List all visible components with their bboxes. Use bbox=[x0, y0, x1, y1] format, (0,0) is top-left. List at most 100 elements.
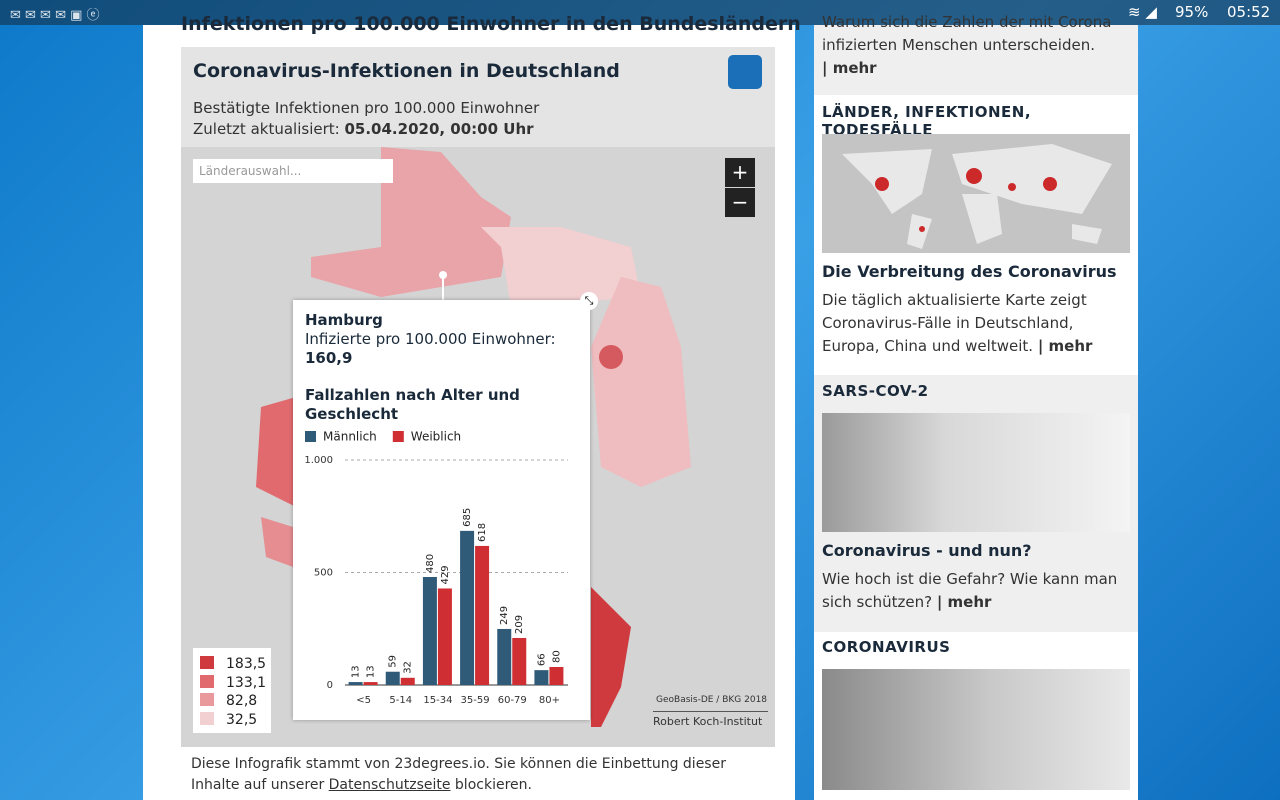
legend-swatch bbox=[392, 431, 404, 442]
pointer-dot bbox=[439, 271, 447, 279]
teaser-text: Warum sich die Zahlen der mit Corona inf… bbox=[822, 11, 1132, 80]
bar bbox=[348, 682, 363, 685]
search-input[interactable]: Länderauswahl... bbox=[193, 159, 393, 183]
value-label: 32 bbox=[403, 661, 414, 674]
legend-swatch bbox=[200, 674, 214, 688]
value-label: 80 bbox=[551, 650, 562, 663]
bar bbox=[385, 671, 400, 685]
bar bbox=[497, 628, 512, 685]
infographic-title: Coronavirus-Infektionen in Deutschland bbox=[193, 60, 620, 82]
legend-entry: 183,5 bbox=[200, 656, 266, 672]
status-bar: ✉ ✉ ✉ ✉ ▣ ⓔ ≋ ◢ 95% 05:52 bbox=[0, 0, 1280, 25]
zoom-in[interactable]: + bbox=[725, 158, 755, 187]
value-label: 429 bbox=[440, 565, 451, 584]
x-tick-label: 35-59 bbox=[461, 695, 490, 706]
legend-entry: 133,1 bbox=[200, 674, 267, 691]
x-tick-label: <5 bbox=[356, 695, 371, 706]
popup-chart-title: Fallzahlen nach Alter und Geschlecht bbox=[305, 386, 520, 423]
legend-label: Weiblich bbox=[411, 430, 461, 444]
updated: Zuletzt aktualisiert: 05.04.2020, 00:00 … bbox=[193, 120, 534, 138]
chart: 0 500 1.000 Männlich Weiblich <5 13 13 5-14 59 32 1… bbox=[304, 430, 568, 706]
legend-label: 32,5 bbox=[226, 711, 258, 728]
teaser-title[interactable]: Die Verbreitung des Coronavirus bbox=[822, 262, 1117, 281]
section-heading: SARS-COV-2 bbox=[822, 382, 929, 400]
clock: 05:52 bbox=[1227, 3, 1271, 21]
value-label: 685 bbox=[462, 508, 473, 527]
legend-label: 133,1 bbox=[226, 674, 267, 691]
value-label: 480 bbox=[425, 554, 436, 573]
region bbox=[591, 587, 631, 727]
caption-text: blockieren. bbox=[454, 777, 532, 793]
region bbox=[311, 147, 511, 297]
bar bbox=[363, 682, 378, 685]
bar bbox=[534, 670, 549, 685]
legend-label: 82,8 bbox=[226, 693, 258, 709]
legend-label: Männlich bbox=[323, 430, 377, 444]
notification-icons: ✉ ✉ ✉ ✉ ▣ ⓔ bbox=[10, 8, 100, 23]
zoom-out[interactable]: − bbox=[725, 188, 755, 217]
region bbox=[481, 227, 641, 307]
legend-swatch bbox=[305, 431, 316, 442]
teaser-image[interactable] bbox=[822, 669, 1130, 790]
dot bbox=[919, 226, 925, 232]
y-tick-label: 0 bbox=[327, 680, 333, 691]
logo bbox=[728, 55, 762, 89]
teaser-text-body: Wie hoch ist die Gefahr? Wie kann man si… bbox=[822, 570, 1118, 611]
region bbox=[256, 397, 296, 507]
privacy-link[interactable]: Datenschutzseite bbox=[328, 777, 451, 793]
more-link[interactable]: | mehr bbox=[822, 59, 877, 77]
bar bbox=[400, 677, 415, 685]
teaser-text-body: Die täglich aktualisierte Karte zeigt Co… bbox=[822, 291, 1087, 355]
teaser-title[interactable]: Coronavirus - und nun? bbox=[822, 541, 1032, 560]
more-link[interactable]: | mehr bbox=[936, 593, 992, 611]
subtitle: Bestätigte Infektionen pro 100.000 Einwo… bbox=[193, 99, 540, 117]
value-label: 13 bbox=[351, 665, 362, 678]
popup: ⤡ Hamburg Infizierte pro 100.000 Einwohn… bbox=[293, 292, 598, 720]
article-heading: Infektionen pro 100.000 Einwohner in den… bbox=[181, 13, 801, 35]
region bbox=[599, 345, 623, 369]
popup-metric-value: 160,9 bbox=[305, 349, 353, 367]
legend-entry: 82,8 bbox=[200, 693, 257, 709]
dot bbox=[875, 177, 889, 191]
continents bbox=[842, 144, 1112, 249]
value-label: 59 bbox=[388, 655, 399, 668]
legend-label: 183,5 bbox=[226, 656, 267, 672]
sidebar: Warum sich die Zahlen der mit Corona inf… bbox=[814, 13, 1138, 800]
value-label: 66 bbox=[536, 653, 547, 666]
value-label: 13 bbox=[366, 665, 377, 678]
map-legend: 183,5 133,1 82,8 32,5 bbox=[193, 648, 271, 733]
teaser-text: Wie hoch ist die Gefahr? Wie kann man si… bbox=[822, 568, 1132, 614]
teaser-image[interactable] bbox=[822, 413, 1130, 532]
dot bbox=[1008, 183, 1016, 191]
value-label: 209 bbox=[514, 615, 525, 634]
bar bbox=[460, 530, 475, 685]
x-tick-label: 60-79 bbox=[498, 695, 527, 706]
region bbox=[261, 517, 293, 567]
more-link[interactable]: | mehr bbox=[1037, 337, 1093, 355]
source: Robert Koch-Institut bbox=[653, 711, 768, 728]
value-label: 249 bbox=[499, 606, 510, 625]
updated-value: 05.04.2020, 00:00 Uhr bbox=[344, 120, 534, 138]
teaser-text-body: Warum sich die Zahlen der mit Corona inf… bbox=[822, 13, 1112, 54]
header-background bbox=[181, 47, 775, 147]
bar bbox=[475, 545, 490, 685]
x-tick-label: 15-34 bbox=[423, 695, 452, 706]
dot bbox=[966, 168, 982, 184]
world-map bbox=[822, 134, 1130, 253]
y-tick-label: 500 bbox=[314, 568, 333, 579]
section-heading: CORONAVIRUS bbox=[822, 638, 951, 656]
bar bbox=[549, 667, 564, 685]
teaser-image[interactable] bbox=[822, 134, 1130, 253]
bar bbox=[437, 588, 452, 685]
bar bbox=[422, 577, 437, 685]
teaser-text: Die täglich aktualisierte Karte zeigt Co… bbox=[822, 289, 1132, 358]
popup-collapse[interactable]: ⤡ bbox=[580, 292, 598, 310]
signal-icons: ≋ ◢ bbox=[1128, 3, 1157, 21]
popup-metric: Infizierte pro 100.000 Einwohner: bbox=[305, 330, 556, 348]
legend-swatch bbox=[200, 711, 214, 725]
legend-swatch bbox=[200, 656, 214, 669]
popup-region: Hamburg bbox=[305, 311, 383, 329]
bar bbox=[512, 637, 527, 685]
updated-label: Zuletzt aktualisiert: bbox=[193, 120, 340, 138]
